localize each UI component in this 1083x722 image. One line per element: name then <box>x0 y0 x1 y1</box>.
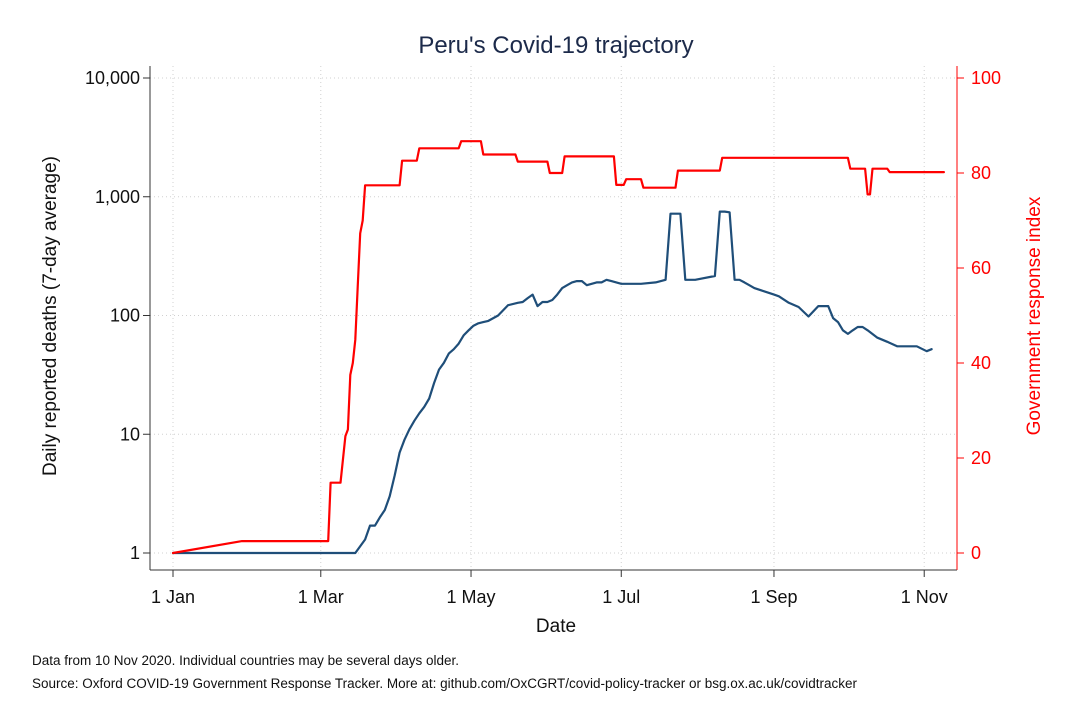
footnote-data-date: Data from 10 Nov 2020. Individual countr… <box>32 653 459 668</box>
y2-tick-label: 60 <box>971 258 991 278</box>
y-tick-label: 1,000 <box>95 187 140 207</box>
y2-axis-label: Government response index <box>1024 196 1045 435</box>
x-axis-label: Date <box>536 616 576 637</box>
x-tick-label: 1 Mar <box>298 587 344 607</box>
y-tick-label: 1 <box>130 543 140 563</box>
x-tick-label: 1 Sep <box>750 587 797 607</box>
series <box>171 140 946 555</box>
response-index-series-line <box>171 140 946 555</box>
y-tick-label: 10,000 <box>85 68 140 88</box>
axes <box>143 66 964 577</box>
x-tick-label: 1 Jan <box>151 587 195 607</box>
y2-tick-label: 20 <box>971 448 991 468</box>
x-tick-label: 1 May <box>447 587 496 607</box>
x-tick-label: 1 Nov <box>901 587 948 607</box>
footnote-source: Source: Oxford COVID-19 Government Respo… <box>32 676 858 691</box>
x-tick-label: 1 Jul <box>602 587 640 607</box>
gridlines <box>150 66 957 570</box>
deaths-series-line <box>171 210 933 555</box>
chart-title: Peru's Covid-19 trajectory <box>418 32 693 59</box>
y2-tick-label: 100 <box>971 68 1001 88</box>
tick-labels: 1 Jan 1 Mar 1 May 1 Jul 1 Sep 1 Nov 1 10 100 1,00… <box>85 68 1001 607</box>
y2-tick-label: 0 <box>971 543 981 563</box>
y-tick-label: 10 <box>120 424 140 444</box>
y-axis-label: Daily reported deaths (7-day average) <box>40 156 61 476</box>
y2-tick-label: 80 <box>971 163 991 183</box>
y-tick-label: 100 <box>110 306 140 326</box>
y2-tick-label: 40 <box>971 353 991 373</box>
